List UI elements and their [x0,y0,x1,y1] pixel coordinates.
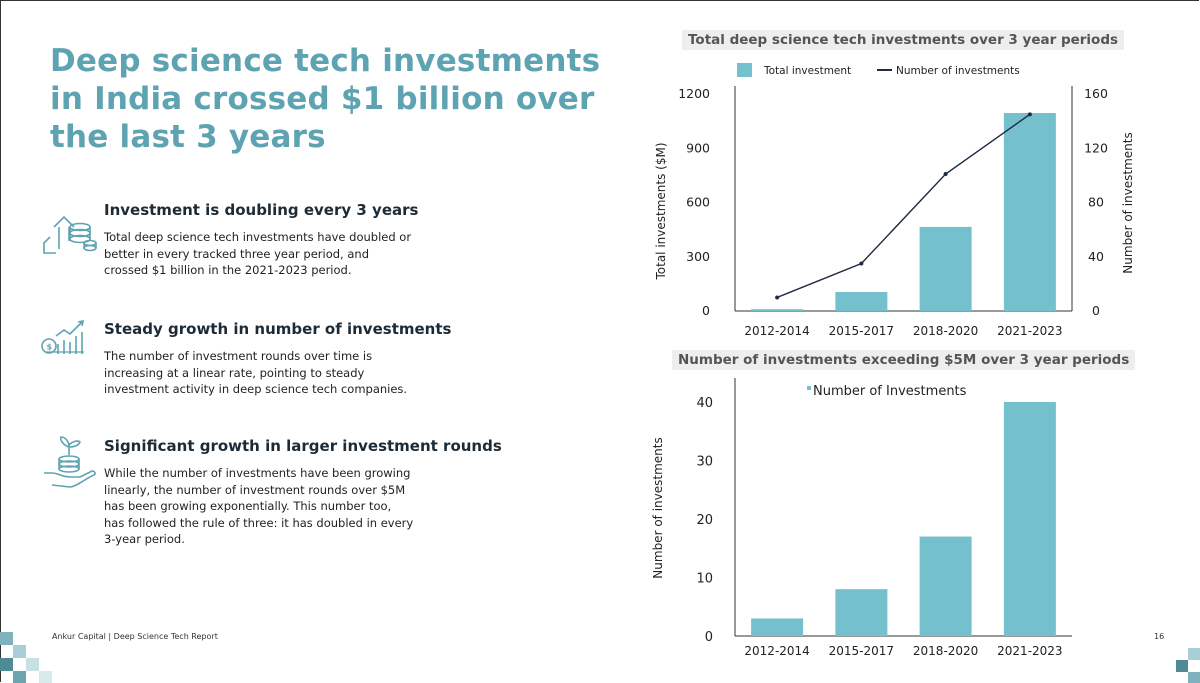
feature-body: Total deep science tech investments have… [104,230,412,277]
decorative-squares-left [0,632,52,683]
chart-investments-over-5m: 0 10 20 30 40 2012-2014 2015-2017 2018-2020 202… [651,378,1072,658]
legend-label-total-investment: Total investment [763,65,851,77]
x-tick-label: 2018-2020 [913,324,978,338]
y-tick-label-left: 300 [686,249,710,264]
feature-heading: Significant growth in larger investment … [104,437,502,455]
chart-total-investments: 0 300 600 900 1200 0 40 80 120 160 2012-2014 2015-… [654,63,1135,338]
feature-body: The number of investment rounds over tim… [104,349,408,396]
y-tick-label-right: 120 [1084,140,1108,155]
feature-heading: Investment is doubling every 3 years [104,201,419,219]
y-tick-label-left: 600 [686,195,710,210]
bar-2018-2020 [919,536,972,636]
legend-label-number-of-investments: Number of Investments [813,384,967,399]
line-point-2021-2023 [1027,112,1032,117]
line-point-2015-2017 [859,261,864,266]
y-tick-label-left: 900 [686,140,710,155]
x-tick-label: 2012-2014 [744,324,809,338]
x-tick-label: 2015-2017 [829,644,894,658]
bar-2021-2023 [1003,402,1056,636]
feature-heading: Steady growth in number of investments [104,320,452,338]
hand-plant-coins-icon [44,436,96,488]
decorative-squares-right [1176,648,1200,683]
y-tick-label-left: 1200 [678,86,710,101]
line-point-2012-2014 [775,295,780,300]
bar-2015-2017 [835,292,888,311]
bar-2021-2023 [1003,112,1056,311]
x-tick-label: 2021-2023 [997,324,1062,338]
y-tick-label: 30 [696,455,713,470]
line-point-2018-2020 [943,172,948,177]
y-tick-label-right: 160 [1084,86,1108,101]
arrow-coins-icon [43,215,97,254]
feature-body: While the number of investments have bee… [104,466,414,546]
y-axis-label-right: Number of investments [1121,132,1135,273]
y-tick-label: 20 [696,513,713,528]
bar-2012-2014 [751,309,804,311]
y-axis-label: Number of investments [651,437,665,578]
page-title: Deep science tech investments in India c… [50,43,601,155]
y-tick-label: 40 [696,396,713,411]
y-tick-label-right: 0 [1092,303,1100,318]
x-tick-label: 2012-2014 [744,644,809,658]
x-tick-label: 2021-2023 [997,644,1062,658]
x-tick-label: 2018-2020 [913,644,978,658]
y-axis-label-left: Total investments ($M) [654,142,668,280]
y-tick-label-right: 80 [1088,195,1104,210]
x-tick-label: 2015-2017 [829,324,894,338]
y-tick-label: 0 [705,630,713,645]
page-number: 16 [1154,632,1165,641]
y-tick-label-left: 0 [702,303,710,318]
line-number-of-investments [776,113,1031,299]
svg-text:$: $ [47,343,53,352]
growth-chart-icon: $ [41,319,85,354]
legend-label-number-of-investments: Number of investments [896,65,1020,77]
bar-2018-2020 [919,226,972,311]
bar-2012-2014 [751,618,804,636]
y-tick-label: 10 [696,572,713,587]
footer-text: Ankur Capital | Deep Science Tech Report [52,632,218,641]
legend-swatch-bar [737,63,752,77]
chart2-title: Number of investments exceeding $5M over… [672,350,1136,370]
y-tick-label-right: 40 [1088,249,1104,264]
legend-swatch [807,386,811,390]
chart1-title: Total deep science tech investments over… [682,30,1125,50]
bar-2015-2017 [835,589,888,636]
